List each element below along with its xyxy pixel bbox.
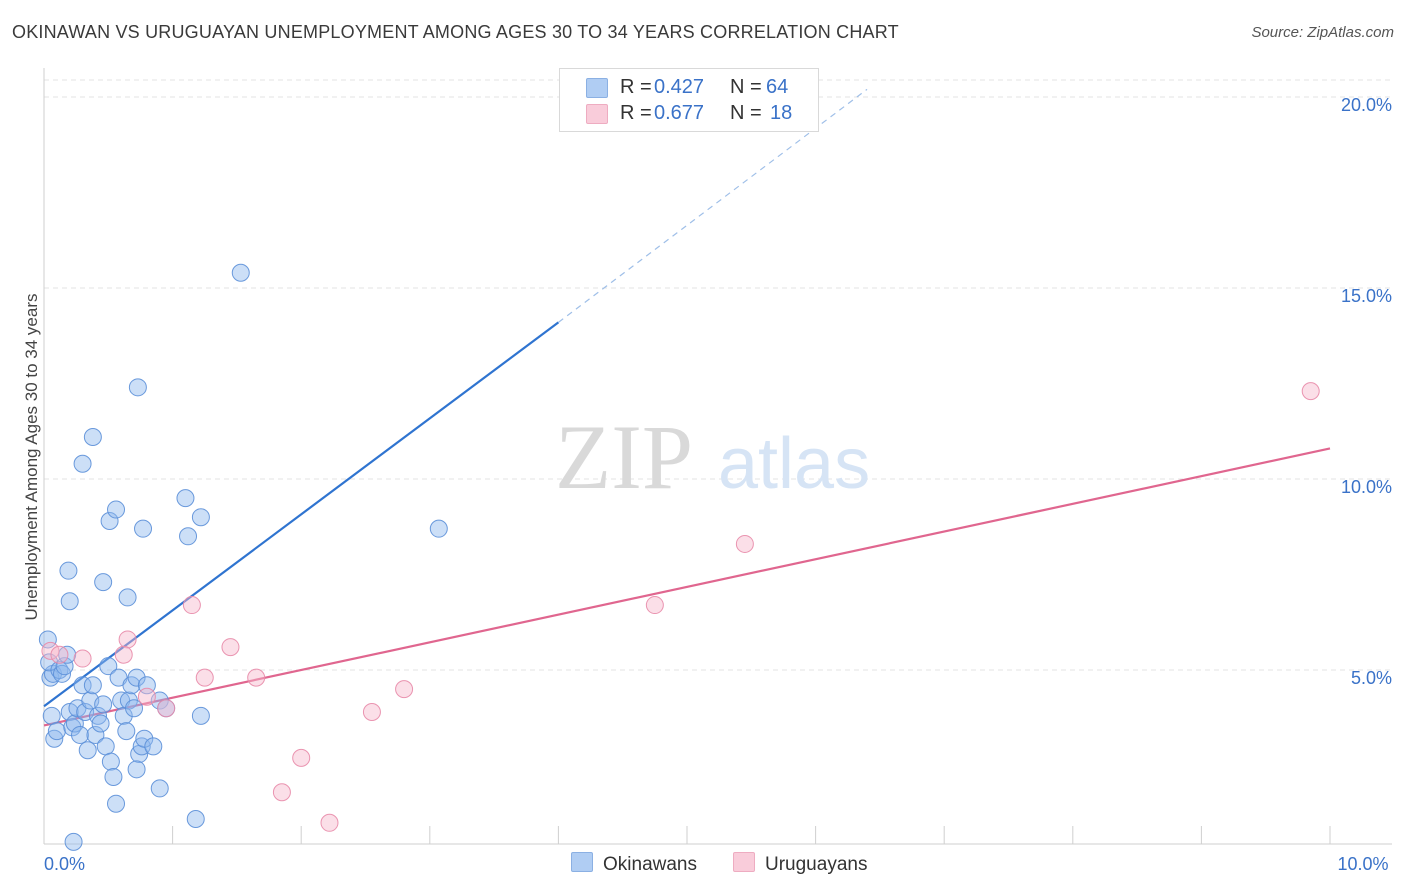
- axes: [43, 68, 1392, 845]
- data-point-okinawans: [125, 699, 144, 718]
- data-point-uruguayans: [182, 596, 201, 615]
- data-point-uruguayans: [735, 534, 754, 553]
- data-point-okinawans: [107, 500, 126, 519]
- watermark: ZIP atlas: [555, 406, 870, 508]
- data-point-okinawans: [117, 722, 136, 741]
- data-point-uruguayans: [221, 638, 240, 657]
- data-point-uruguayans: [118, 630, 137, 649]
- y-tick-label: 15.0%: [1341, 286, 1392, 306]
- data-point-okinawans: [59, 561, 78, 580]
- data-point-okinawans: [176, 489, 195, 508]
- data-point-okinawans: [96, 737, 115, 756]
- watermark-atlas: atlas: [718, 424, 870, 504]
- trend-line-uruguayans: [43, 447, 1331, 727]
- data-point-okinawans: [134, 519, 153, 538]
- data-point-okinawans: [99, 657, 118, 676]
- data-point-uruguayans: [292, 748, 311, 767]
- legend-swatch-okinawans: [586, 78, 608, 98]
- y-tick-label: 20.0%: [1341, 95, 1392, 115]
- data-point-okinawans: [47, 722, 66, 741]
- data-point-okinawans: [73, 454, 92, 473]
- legend-swatch-uruguayans: [586, 104, 608, 124]
- data-point-uruguayans: [272, 783, 291, 802]
- source-label: Source: ZipAtlas.com: [1251, 24, 1394, 41]
- data-point-okinawans: [104, 767, 123, 786]
- data-point-okinawans: [179, 527, 198, 546]
- trend-line-okinawans: [43, 321, 560, 708]
- data-point-okinawans: [65, 714, 84, 733]
- data-point-uruguayans: [362, 703, 381, 722]
- legend-n-value: 64: [766, 76, 789, 98]
- data-point-okinawans: [231, 263, 250, 282]
- data-point-okinawans: [38, 630, 57, 649]
- legend-n-value: 18: [770, 102, 793, 124]
- data-point-okinawans: [55, 657, 74, 676]
- data-point-uruguayans: [320, 813, 339, 832]
- legend-r-label: R =: [620, 76, 652, 98]
- data-point-okinawans: [40, 653, 59, 672]
- data-point-uruguayans: [73, 649, 92, 668]
- data-point-uruguayans: [1301, 382, 1320, 401]
- data-point-okinawans: [83, 427, 102, 446]
- data-point-okinawans: [118, 588, 137, 607]
- watermark-zip: ZIP: [555, 406, 693, 508]
- bottom-legend-swatch-okinawans: [571, 852, 593, 872]
- data-points: [38, 263, 1320, 851]
- legend-r-value: 0.427: [654, 76, 705, 98]
- data-point-okinawans: [71, 725, 90, 744]
- data-point-uruguayans: [50, 645, 69, 664]
- legend-n-label: N =: [730, 102, 762, 124]
- legend-r-value: 0.677: [654, 102, 705, 124]
- axis-labels: 5.0% 10.0% 15.0% 20.0% 0.0% 10.0%: [44, 95, 1392, 874]
- data-point-okinawans: [191, 706, 210, 725]
- x-tick-label: 0.0%: [44, 854, 85, 874]
- data-point-okinawans: [135, 729, 154, 748]
- y-axis-label: Unemployment Among Ages 30 to 34 years: [22, 294, 41, 621]
- data-point-uruguayans: [395, 680, 414, 699]
- chart-title: OKINAWAN VS URUGUAYAN UNEMPLOYMENT AMONG…: [12, 22, 899, 42]
- data-point-okinawans: [86, 725, 105, 744]
- data-point-okinawans: [127, 760, 146, 779]
- bottom-legend-swatch-uruguayans: [733, 852, 755, 872]
- data-point-okinawans: [42, 706, 61, 725]
- data-point-okinawans: [144, 737, 163, 756]
- data-point-okinawans: [101, 752, 120, 771]
- y-tick-label: 10.0%: [1341, 477, 1392, 497]
- data-point-uruguayans: [41, 641, 60, 660]
- data-point-uruguayans: [247, 668, 266, 687]
- data-point-okinawans: [64, 832, 83, 851]
- data-point-okinawans: [107, 794, 126, 813]
- data-point-okinawans: [94, 695, 113, 714]
- data-point-okinawans: [58, 645, 77, 664]
- legend-r-label: R =: [620, 102, 652, 124]
- data-point-okinawans: [128, 378, 147, 397]
- data-point-okinawans: [429, 519, 448, 538]
- legend-n-label: N =: [730, 76, 762, 98]
- data-point-okinawans: [150, 779, 169, 798]
- x-tick-label: 10.0%: [1337, 854, 1388, 874]
- data-point-okinawans: [100, 512, 119, 531]
- y-tick-label: 5.0%: [1351, 668, 1392, 688]
- legend-box: R = 0.427 N = 64 R = 0.677 N = 18: [559, 68, 819, 132]
- data-point-okinawans: [78, 741, 97, 760]
- data-point-okinawans: [191, 508, 210, 527]
- data-point-uruguayans: [137, 687, 156, 706]
- data-point-okinawans: [127, 668, 146, 687]
- data-point-uruguayans: [157, 699, 176, 718]
- bottom-legend-label-okinawans: Okinawans: [603, 854, 697, 875]
- bottom-legend-uruguayans: Uruguayans: [733, 852, 867, 876]
- data-point-okinawans: [73, 676, 92, 695]
- bottom-legend-okinawans: Okinawans: [571, 852, 697, 876]
- data-point-okinawans: [60, 592, 79, 611]
- data-point-okinawans: [186, 809, 205, 828]
- data-point-okinawans: [91, 714, 110, 733]
- grid-lines: [44, 79, 1392, 671]
- data-point-uruguayans: [645, 596, 664, 615]
- data-point-okinawans: [83, 676, 102, 695]
- data-point-uruguayans: [114, 645, 133, 664]
- bottom-legend-label-uruguayans: Uruguayans: [765, 854, 868, 875]
- data-point-uruguayans: [195, 668, 214, 687]
- data-point-okinawans: [94, 573, 113, 592]
